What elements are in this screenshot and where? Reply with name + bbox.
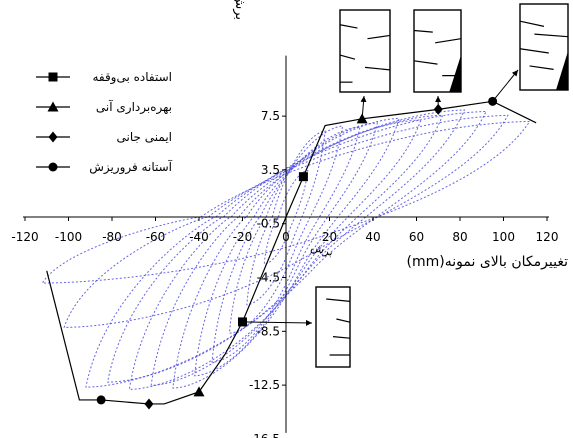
specimen-crack: [364, 66, 391, 71]
x-tick-label: 40: [365, 230, 380, 244]
y-tick-label: 7.5: [261, 109, 280, 123]
x-tick-label: -120: [11, 230, 38, 244]
specimen-crack: [339, 54, 356, 60]
y-tick-labels: -16.5 -12.5 -8.5 -4.5 -0.5 3.5 7.5: [249, 109, 286, 438]
legend-marker-circle: [48, 162, 58, 172]
specimen-crack: [435, 38, 462, 44]
hysteresis-loop: [85, 110, 487, 388]
specimen-crack: [519, 48, 549, 54]
marker-triangle: [193, 386, 205, 397]
specimen-crack: [413, 29, 433, 33]
specimen-outline: [413, 9, 462, 93]
legend-label: ایمنی جانی: [117, 130, 172, 144]
specimen-2: [413, 9, 462, 93]
specimen-crack: [332, 336, 351, 339]
hysteresis-loop: [263, 169, 309, 265]
y-tick-label: -16.5: [249, 432, 280, 438]
specimen-crack: [534, 33, 569, 38]
callout-arrow: [360, 95, 367, 119]
marker-diamond: [144, 398, 154, 410]
specimen-4: [315, 286, 351, 368]
legend: استفاده بی‌وقفه بهره‌برداری آنی ایمنی جانی…: [32, 62, 180, 190]
x-tick-label: -40: [189, 230, 209, 244]
y-tick-label: -12.5: [249, 378, 280, 392]
legend-marker-square: [48, 72, 58, 82]
callout-arrow: [242, 319, 313, 326]
x-axis-label: تغییرمکان بالای نمونه(mm): [407, 254, 569, 270]
hysteresis-loop: [63, 114, 509, 328]
specimen-outline: [519, 3, 569, 91]
x-tick-label: -20: [233, 230, 253, 244]
specimen-crack-sketches: [242, 3, 569, 368]
x-tick-label: 0: [282, 230, 290, 244]
x-tick-label: 80: [452, 230, 467, 244]
specimen-crack: [326, 298, 351, 302]
specimen-damage: [556, 51, 568, 90]
specimen-crack: [367, 34, 391, 40]
x-tick-label: 20: [322, 230, 337, 244]
axis-annotation: برش: [309, 241, 334, 259]
specimen-crack: [529, 65, 554, 70]
hysteresis-loop: [194, 122, 378, 377]
x-tick-label: 100: [492, 230, 515, 244]
marker-circle: [96, 395, 106, 405]
legend-marker-triangle: [47, 101, 59, 112]
specimen-crack: [339, 24, 358, 29]
legend-marker-diamond: [48, 131, 58, 143]
hysteresis-loop: [107, 109, 466, 383]
x-tick-label: -100: [55, 230, 82, 244]
specimen-crack: [519, 20, 545, 27]
y-tick-label: -4.5: [257, 271, 280, 285]
marker-square: [298, 172, 308, 182]
specimen-crack: [413, 60, 438, 65]
specimen-1: [339, 9, 391, 93]
y-tick-label: -0.5: [257, 217, 280, 231]
hysteresis-loop: [41, 120, 531, 284]
y-axis-label: برش پای نمونه(kN): [232, 0, 247, 20]
specimen-crack: [336, 318, 351, 323]
hysteresis-loops: [41, 109, 531, 390]
x-tick-label: 60: [409, 230, 424, 244]
legend-label: آستانه فروریزش: [89, 159, 172, 175]
envelope-negative: [46, 216, 287, 405]
x-tick-label: 120: [536, 230, 559, 244]
specimen-outline: [339, 9, 391, 93]
legend-label: بهره‌برداری آنی: [96, 99, 172, 115]
hysteresis-loop: [150, 119, 422, 386]
callout-arrow: [492, 69, 519, 102]
x-tick-label: -80: [102, 230, 122, 244]
specimen-3: [519, 3, 569, 91]
y-tick-label: -8.5: [257, 324, 280, 338]
y-tick-label: 3.5: [261, 163, 280, 177]
hysteresis-loop: [228, 125, 344, 334]
x-tick-label: -60: [146, 230, 166, 244]
specimen-damage: [449, 55, 461, 92]
legend-label: استفاده بی‌وقفه: [92, 70, 172, 85]
hysteresis-loop: [211, 126, 361, 363]
hysteresis-loop: [172, 117, 400, 389]
hysteresis-loop: [246, 130, 326, 306]
x-tick-labels: -120 -100 -80 -60 -40 -20 0 20 40 60 80 100 120: [11, 217, 558, 244]
hysteresis-loop: [128, 114, 444, 390]
